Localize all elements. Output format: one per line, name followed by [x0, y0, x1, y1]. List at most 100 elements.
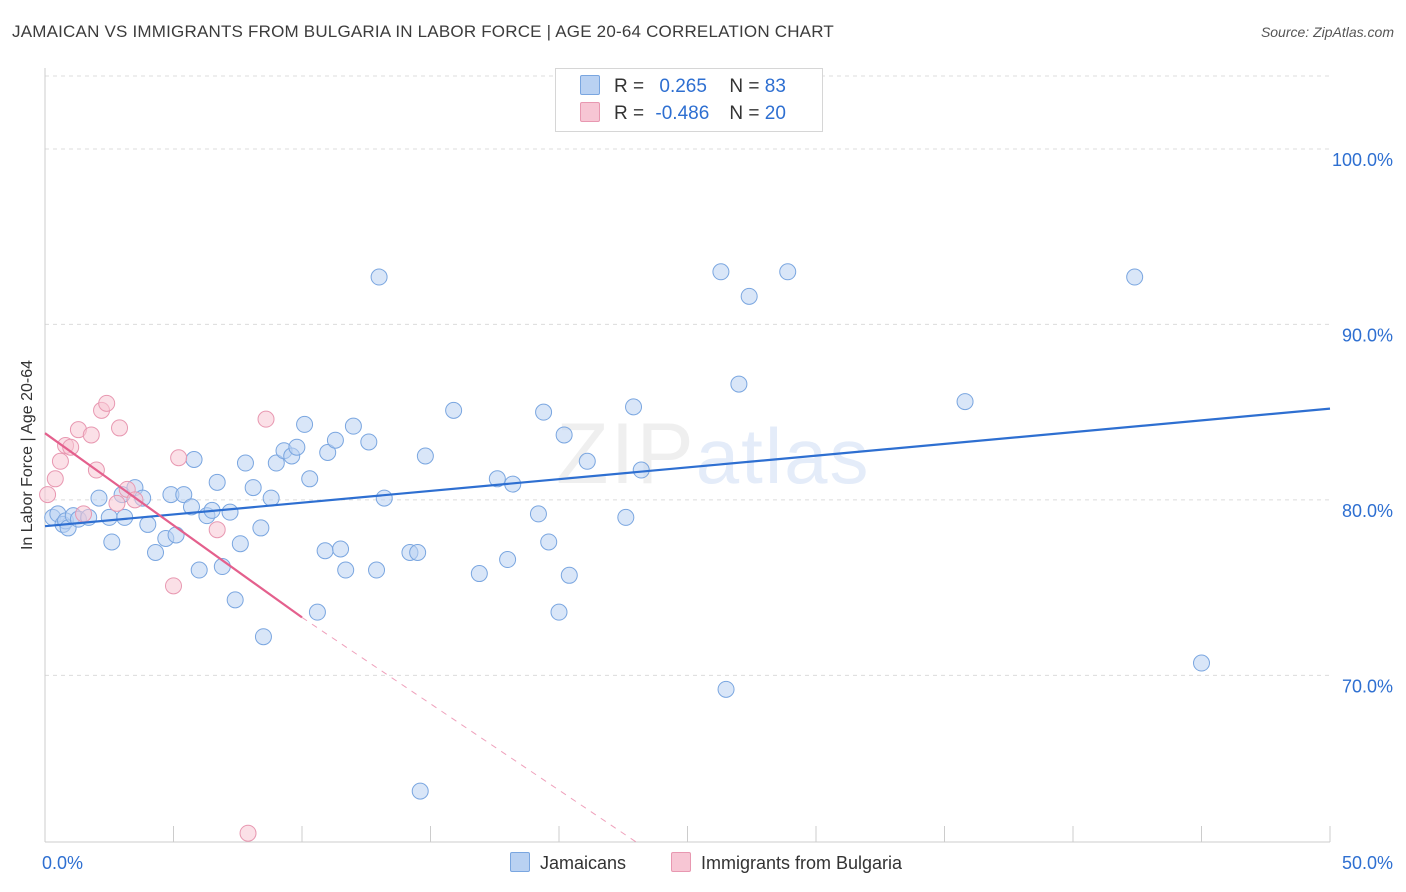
- data-point: [244, 479, 262, 497]
- chart-title: JAMAICAN VS IMMIGRANTS FROM BULGARIA IN …: [12, 22, 834, 41]
- y-axis-label: In Labor Force | Age 20-64: [19, 359, 36, 551]
- data-point: [368, 561, 386, 579]
- data-point: [90, 489, 108, 507]
- data-point: [167, 526, 185, 544]
- legend-item-label: Jamaicans: [540, 853, 627, 873]
- data-point: [175, 486, 193, 504]
- data-point: [231, 535, 249, 553]
- bulgaria-trend-extension: [301, 617, 637, 843]
- data-point: [301, 470, 319, 488]
- data-point: [252, 519, 270, 537]
- y-tick-label: 90.0%: [1342, 325, 1393, 345]
- data-point: [254, 628, 272, 646]
- blue-swatch-icon: [510, 852, 530, 872]
- pink-swatch-icon: [671, 852, 691, 872]
- data-point: [208, 473, 226, 491]
- series-legend: Jamaicans Immigrants from Bulgaria: [0, 852, 1406, 876]
- data-point: [182, 498, 200, 516]
- data-point: [712, 263, 730, 281]
- legend-r-value: 0.265: [659, 76, 707, 97]
- y-tick-label: 80.0%: [1342, 501, 1393, 521]
- data-point: [326, 431, 344, 449]
- data-point: [535, 403, 553, 421]
- data-point: [488, 470, 506, 488]
- data-point: [190, 561, 208, 579]
- blue-swatch-icon: [580, 75, 600, 95]
- data-point: [51, 452, 69, 470]
- data-point: [555, 426, 573, 444]
- data-point: [39, 486, 57, 504]
- data-point: [540, 533, 558, 551]
- data-point: [332, 540, 350, 558]
- data-point: [560, 566, 578, 584]
- source-credit: Source: ZipAtlas.com: [1260, 24, 1394, 40]
- data-point: [416, 447, 434, 465]
- x-tick-label: 0.0%: [42, 853, 83, 873]
- legend-row-bulgaria: R = -0.486 N = 20: [580, 102, 786, 126]
- legend-r-label: R =: [614, 103, 645, 124]
- data-point: [257, 410, 275, 428]
- data-point: [409, 544, 427, 561]
- data-point: [288, 438, 306, 456]
- bulgaria-points: [39, 394, 275, 842]
- legend-item-label: Immigrants from Bulgaria: [701, 853, 903, 873]
- data-point: [445, 401, 463, 419]
- data-point: [740, 287, 758, 305]
- x-tick-label: 50.0%: [1342, 853, 1393, 873]
- data-point: [344, 417, 362, 435]
- data-point: [75, 505, 93, 523]
- data-point: [111, 419, 129, 437]
- data-point: [319, 443, 337, 461]
- data-point: [717, 680, 735, 698]
- data-point: [529, 505, 547, 523]
- pink-swatch-icon: [580, 102, 600, 122]
- watermark: ZIPatlas: [556, 405, 871, 504]
- data-point: [82, 426, 100, 444]
- legend-item-bulgaria: Immigrants from Bulgaria: [671, 852, 902, 874]
- data-point: [236, 454, 254, 472]
- data-point: [108, 494, 126, 512]
- data-point: [185, 451, 203, 469]
- legend-n-label: N =: [729, 76, 760, 97]
- y-tick-label: 100.0%: [1332, 150, 1393, 170]
- data-point: [170, 449, 188, 467]
- data-point: [470, 565, 488, 583]
- data-point: [578, 452, 596, 470]
- legend-n-value: 83: [764, 76, 786, 97]
- data-point: [499, 551, 517, 569]
- data-point: [208, 521, 226, 539]
- data-point: [98, 394, 116, 412]
- data-point: [226, 591, 244, 609]
- legend-n-value: 20: [764, 103, 786, 124]
- data-point: [550, 603, 568, 621]
- data-point: [1126, 268, 1144, 286]
- data-point: [360, 433, 378, 451]
- data-point: [100, 508, 118, 526]
- data-point: [1193, 654, 1210, 672]
- legend-item-jamaicans: Jamaicans: [510, 852, 626, 874]
- jamaicans-trend-line: [44, 407, 1331, 528]
- legend-r-label: R =: [614, 76, 645, 97]
- data-point: [239, 824, 257, 842]
- data-point: [139, 515, 157, 533]
- data-point: [221, 503, 239, 521]
- data-point: [165, 577, 182, 595]
- data-point: [337, 561, 355, 579]
- data-point: [316, 542, 334, 560]
- legend-r-value: -0.486: [655, 103, 710, 124]
- data-point: [103, 533, 121, 551]
- data-point: [147, 544, 165, 561]
- legend-row-jamaicans: R = 0.265 N = 83: [580, 75, 786, 99]
- data-point: [375, 489, 393, 507]
- data-point: [46, 470, 64, 488]
- data-point: [308, 603, 326, 621]
- data-point: [296, 415, 314, 433]
- data-point: [262, 489, 280, 507]
- data-point: [779, 263, 797, 281]
- legend-n-label: N =: [729, 103, 760, 124]
- data-point: [370, 268, 388, 286]
- y-tick-label: 70.0%: [1342, 676, 1393, 696]
- data-point: [267, 454, 285, 472]
- watermark-atlas: atlas: [695, 412, 871, 500]
